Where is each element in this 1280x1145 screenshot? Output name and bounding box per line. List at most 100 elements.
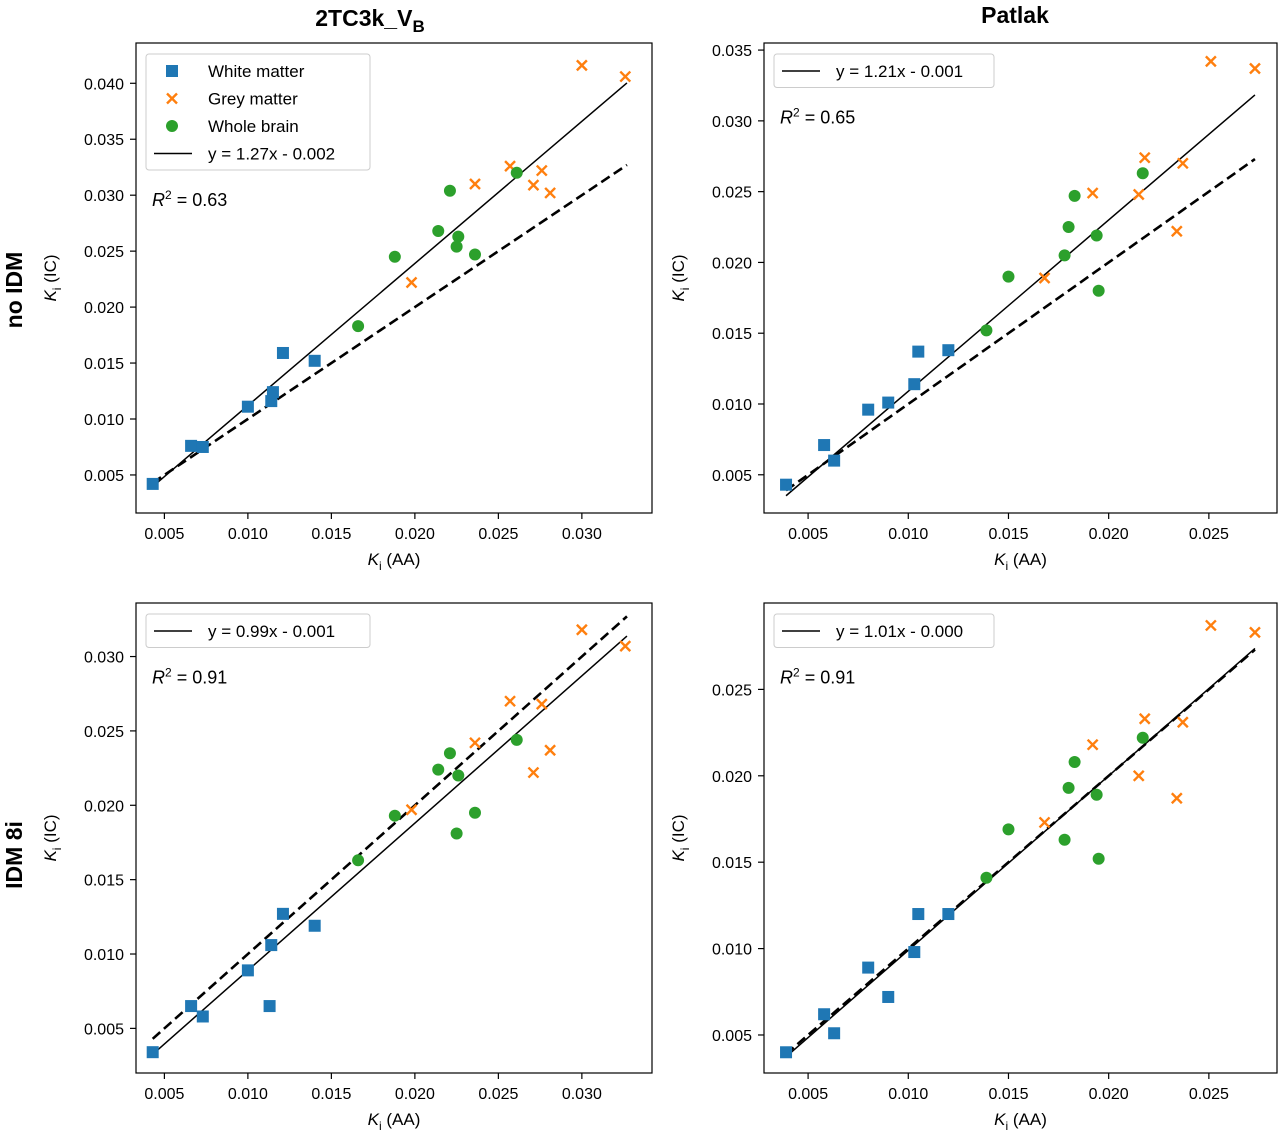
y-tick-label: 0.020: [84, 300, 124, 317]
point-x-1-5: [544, 744, 556, 757]
point-square-0-5: [908, 378, 921, 391]
point-circle-2-3: [1062, 781, 1075, 794]
point-square-0-7: [308, 354, 321, 367]
point-circle-2-0: [352, 320, 365, 333]
point-x-1-3: [527, 766, 540, 779]
legend-fit-label: y = 1.27x - 0.002: [208, 145, 335, 164]
legend: White matter Grey matter Whole brain y = 1.…: [145, 53, 371, 171]
point-square-0-3: [862, 403, 875, 416]
point-x-1-4: [535, 164, 548, 177]
point-square-0-7: [942, 908, 955, 921]
point-x-1-4: [535, 698, 548, 710]
legend-label: White matter: [208, 62, 305, 81]
y-axis-label: Ki (IC): [669, 814, 692, 861]
plot-frame: [763, 602, 1278, 1074]
y-axis-label-var: K: [669, 850, 688, 862]
point-x-1-6: [576, 59, 588, 72]
identity-line: [785, 158, 1256, 492]
point-x-1-6: [576, 623, 588, 636]
point-x-1-2: [504, 695, 516, 708]
y-axis-label-var: K: [41, 290, 60, 302]
point-x-1-0: [405, 803, 418, 816]
point-square-0-7: [308, 919, 321, 932]
point-square-0-7: [942, 344, 955, 357]
r2-var: R: [780, 108, 793, 128]
point-x-1-1-stroke-b: [469, 178, 481, 190]
x-axis-label: Ki (AA): [994, 1110, 1047, 1133]
point-circle-2-6: [1092, 284, 1105, 297]
legend-marker-1-stroke-b: [166, 92, 178, 105]
point-square-0-3: [862, 961, 875, 974]
legend-marker-1: [166, 92, 178, 105]
identity-line: [151, 163, 628, 484]
y-tick-label: 0.015: [712, 855, 752, 872]
y-tick-label: 0.030: [712, 114, 752, 131]
point-x-1-5-stroke-b: [544, 187, 556, 199]
point-x-1-4: [1170, 792, 1183, 805]
r2-var: R: [152, 668, 165, 688]
r2-var: R: [152, 190, 165, 210]
x-axis-label-var: K: [368, 1110, 380, 1129]
x-tick-label: 0.010: [228, 526, 268, 543]
r2-value: = 0.65: [800, 108, 856, 128]
panel-1: 0.005 0.010 0.015 0.020 0.025 0.005 0.010 0.015…: [669, 42, 1278, 573]
point-x-1-3-stroke-b: [1138, 151, 1151, 164]
y-tick-label: 0.015: [84, 873, 124, 890]
r2-annotation: R2 = 0.91: [780, 666, 855, 688]
x-tick-label: 0.010: [888, 1086, 928, 1103]
panel-2: 0.005 0.010 0.015 0.020 0.025 0.030 0.005 0.010…: [41, 602, 653, 1133]
point-square-0-5: [265, 939, 278, 952]
point-circle-2-0: [980, 324, 993, 337]
column-title-patlak: Patlak: [981, 2, 1049, 28]
x-axis-label-sub: i: [1005, 559, 1008, 573]
x-axis-label-var: K: [994, 1110, 1006, 1129]
point-x-1-7-stroke-b: [619, 640, 632, 652]
legend-marker-0: [166, 65, 178, 77]
x-axis-label-var: K: [368, 550, 380, 569]
point-circle-2-5: [452, 769, 465, 782]
x-axis-label: Ki (AA): [994, 550, 1047, 573]
x-axis-label-sub: i: [379, 559, 382, 573]
point-x-1-5: [1176, 716, 1189, 729]
point-x-1-6-stroke-b: [1205, 619, 1217, 632]
y-tick-label: 0.020: [84, 798, 124, 815]
point-square-0-1: [818, 1008, 831, 1021]
point-x-1-7-stroke-b: [619, 70, 632, 83]
point-x-1-2-stroke-b: [504, 160, 516, 172]
y-tick-label: 0.030: [84, 650, 124, 667]
point-x-1-7: [619, 640, 632, 652]
point-square-0-6: [276, 346, 289, 359]
point-circle-2-0: [980, 871, 993, 884]
point-x-1-2-stroke-b: [1132, 188, 1145, 201]
point-circle-2-0: [352, 854, 365, 867]
point-x-1-7-stroke-b: [1249, 626, 1261, 639]
x-axis-label-rest: (AA): [1008, 1110, 1047, 1129]
point-x-1-3-stroke-b: [527, 766, 540, 779]
point-x-1-4-stroke-b: [535, 698, 548, 710]
y-tick-label: 0.005: [712, 468, 752, 485]
point-circle-2-1: [388, 809, 401, 822]
point-square-0-1: [185, 439, 198, 452]
legend-box: [145, 53, 371, 171]
point-square-0-4: [263, 1000, 276, 1013]
point-circle-2-7: [1136, 167, 1149, 180]
y-tick-label: 0.010: [712, 397, 752, 414]
x-axis-label-sub: i: [379, 1119, 382, 1133]
x-tick-label: 0.015: [311, 526, 351, 543]
fit-line: [152, 82, 628, 488]
r2-value: = 0.91: [800, 668, 856, 688]
point-x-1-1: [469, 736, 481, 749]
point-circle-2-2: [1058, 249, 1071, 262]
identity-line: [151, 615, 628, 1040]
point-square-0-6: [912, 345, 925, 358]
point-x-1-0: [1038, 272, 1051, 284]
point-x-1-0-stroke-b: [1038, 816, 1051, 829]
r2-sup: 2: [793, 106, 800, 120]
x-tick-label: 0.025: [478, 526, 518, 543]
y-axis-label-rest: (IC): [669, 254, 688, 287]
point-circle-2-4: [450, 827, 463, 840]
point-square-0-3: [241, 400, 254, 413]
y-tick-label: 0.025: [84, 244, 124, 261]
point-x-1-6-stroke-b: [1205, 55, 1217, 68]
plot-frame: [763, 42, 1278, 514]
